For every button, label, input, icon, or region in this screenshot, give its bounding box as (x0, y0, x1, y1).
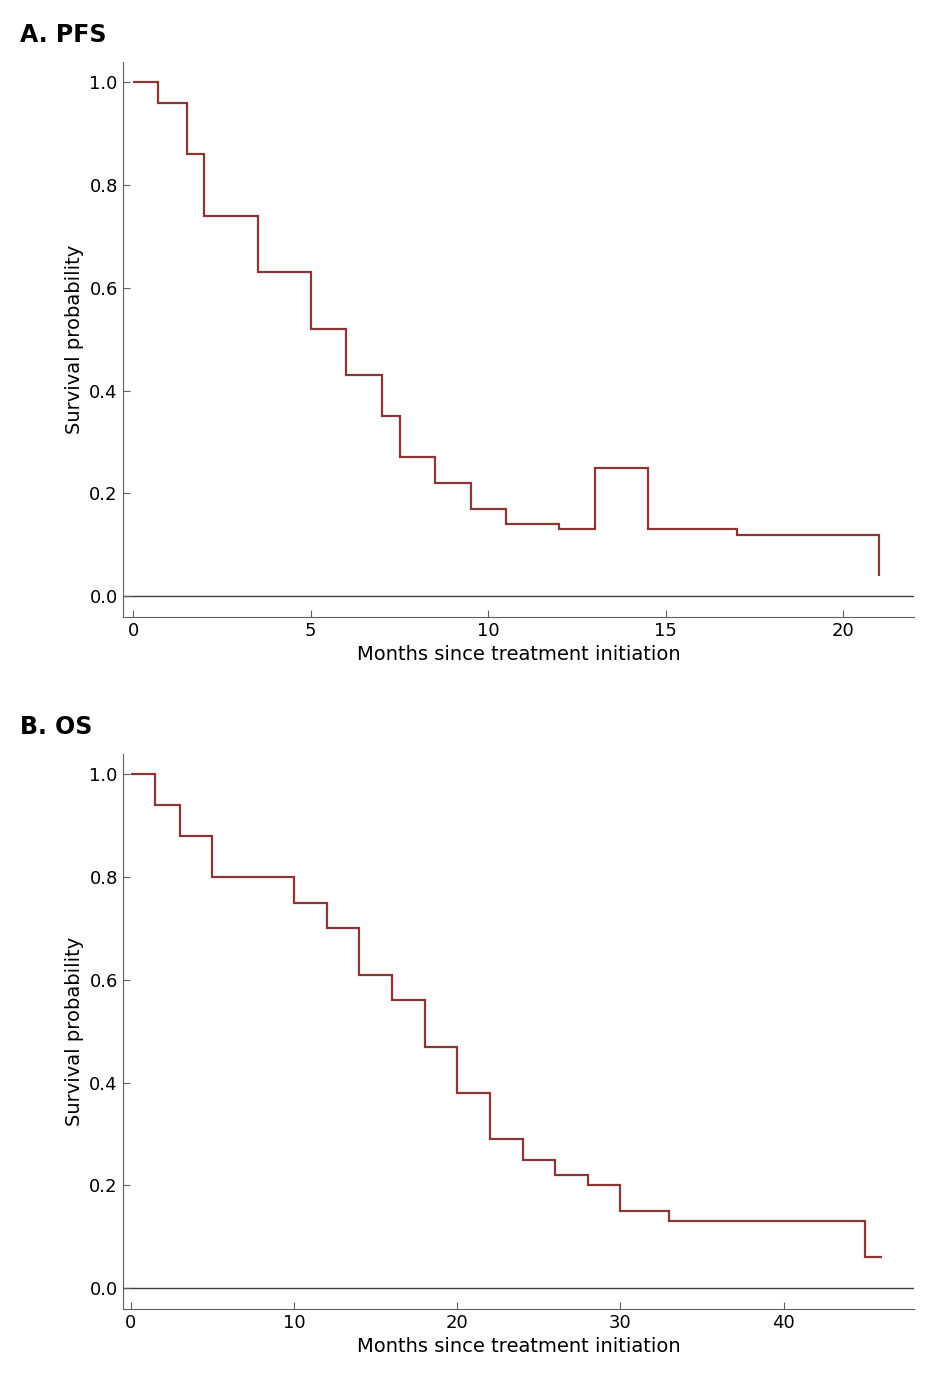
Y-axis label: Survival probability: Survival probability (65, 937, 84, 1125)
Text: B. OS: B. OS (20, 714, 92, 739)
Y-axis label: Survival probability: Survival probability (65, 245, 84, 433)
X-axis label: Months since treatment initiation: Months since treatment initiation (357, 645, 680, 664)
Text: A. PFS: A. PFS (20, 22, 106, 47)
X-axis label: Months since treatment initiation: Months since treatment initiation (357, 1337, 680, 1356)
